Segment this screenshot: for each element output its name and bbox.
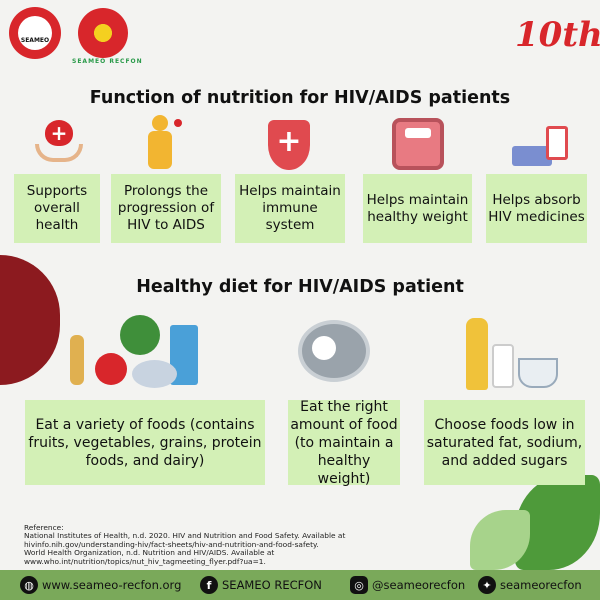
anniversary-text: 10th — [515, 15, 600, 55]
section1-title: Function of nutrition for HIV/AIDS patie… — [89, 88, 511, 108]
reference-block: Reference: National Institutes of Health… — [24, 523, 444, 566]
decorative-red-leaf — [0, 255, 60, 385]
globe-icon: ◍ — [20, 576, 38, 594]
seameo-recfon-logo-text: SEAMEO RECFON — [72, 58, 143, 65]
seameo-logo-text: SEAMEO — [18, 16, 52, 50]
facebook-link[interactable]: SEAMEO RECFON — [222, 578, 322, 592]
footer-twitter[interactable]: ✦ seameorecfon — [478, 576, 582, 594]
instagram-icon: ◎ — [350, 576, 368, 594]
anniversary-badge: 10th — [515, 15, 600, 55]
footer-instagram[interactable]: ◎ @seameorecfon — [350, 576, 465, 594]
website-link[interactable]: www.seameo-recfon.org — [42, 578, 182, 592]
section2-title: Healthy diet for HIV/AIDS patient — [136, 277, 464, 297]
function-card-5: Helps absorb HIV medicines — [486, 174, 587, 243]
food-groups-icon — [70, 315, 200, 395]
reference-line: World Health Organization, n.d. Nutritio… — [24, 548, 275, 558]
footer: ◍ www.seameo-recfon.org f SEAMEO RECFON … — [0, 570, 600, 600]
medicine-icon — [512, 120, 572, 170]
function-card-3: Helps maintain immune system — [235, 174, 345, 243]
footer-website[interactable]: ◍ www.seameo-recfon.org — [20, 576, 181, 594]
scale-icon — [392, 118, 444, 170]
reference-line: www.who.int/nutrition/topics/nut_hiv_tag… — [24, 556, 266, 566]
diet-card-3: Choose foods low in saturated fat, sodiu… — [424, 400, 585, 485]
reference-heading: Reference: — [24, 523, 64, 532]
reference-line: National Institutes of Health, n.d. 2020… — [24, 531, 346, 541]
heart-hands-icon: + — [35, 118, 83, 166]
diet-card-1: Eat a variety of foods (contains fruits,… — [25, 400, 265, 485]
diet-card-2: Eat the right amount of food (to maintai… — [288, 399, 400, 487]
twitter-icon: ✦ — [478, 576, 496, 594]
facebook-icon: f — [200, 576, 218, 594]
sick-person-icon — [140, 115, 184, 170]
function-card-4: Helps maintain healthy weight — [363, 174, 472, 243]
plate-icon — [298, 320, 370, 382]
oil-salt-sugar-icon — [462, 318, 562, 390]
reference-line: hivinfo.nih.gov/understanding-hiv/fact-s… — [24, 539, 319, 549]
seameo-recfon-logo — [78, 8, 128, 58]
seameo-logo: SEAMEO — [9, 7, 61, 59]
shield-cross-icon: + — [268, 120, 310, 170]
function-card-2: Prolongs the progression of HIV to AIDS — [111, 174, 221, 243]
footer-facebook[interactable]: f SEAMEO RECFON — [200, 576, 322, 594]
instagram-link[interactable]: @seameorecfon — [372, 578, 466, 592]
function-card-1: Supports overall health — [14, 174, 100, 243]
twitter-link[interactable]: seameorecfon — [500, 578, 582, 592]
